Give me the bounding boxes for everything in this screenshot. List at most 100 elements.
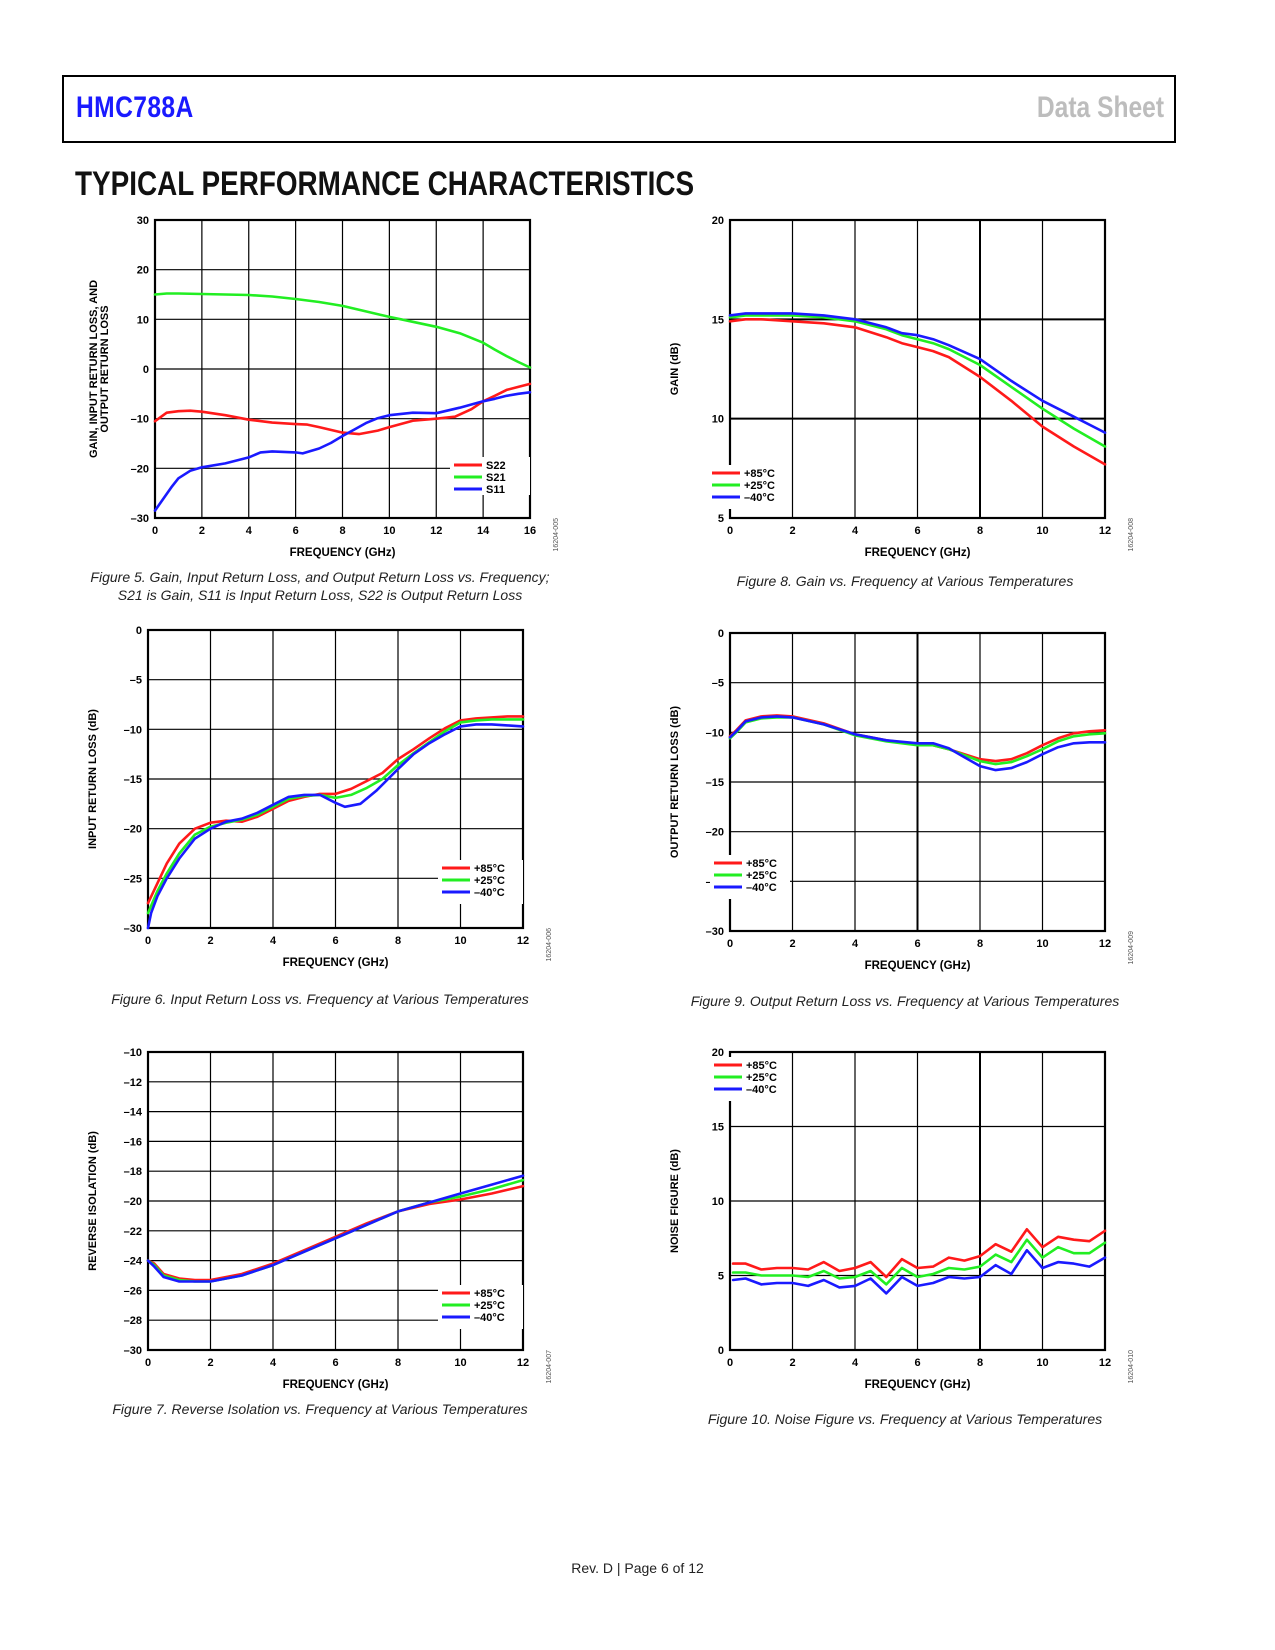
x-tick-label: 2 [207, 1357, 213, 1369]
y-tick-label: –5 [712, 678, 724, 690]
legend-label: +85°C [746, 1060, 777, 1072]
legend-label: +25°C [746, 870, 777, 882]
y-axis-label: OUTPUT RETURN LOSS [99, 305, 111, 432]
plot-area [146, 628, 525, 930]
chart-svg: 0–5–10–15–20–25–30024681012+85°C+25°C–40… [669, 628, 1135, 972]
legend-entries: +85°C+25°C–40°C [442, 863, 505, 899]
figure-caption: Figure 7. Reverse Isolation vs. Frequenc… [60, 1400, 580, 1418]
figure-tag: 16204-005 [553, 518, 560, 552]
x-tick-label: 2 [207, 935, 213, 947]
y-tick-label: –30 [131, 513, 149, 525]
series-line-40C [146, 723, 525, 930]
x-tick-label: 12 [430, 525, 442, 537]
series-line-40C [146, 1174, 525, 1283]
caption-line: Figure 9. Output Return Loss vs. Frequen… [690, 993, 1120, 1009]
legend-label: –40°C [474, 1312, 505, 1324]
x-tick-label: 4 [270, 935, 277, 947]
x-tick-label: 2 [789, 938, 795, 950]
x-tick-label: 8 [395, 1357, 401, 1369]
figure-6: 0 –5 –10 –15 –20 –25 –30 0 2 4 6 8 10 12 +85°C +25°C –40… [60, 620, 580, 1008]
y-tick-label: –26 [124, 1285, 142, 1297]
figure-8: 20 15 10 5 0 2 4 6 8 10 12 +85°C +25°C –40°C FREQUENCY… [645, 210, 1165, 595]
plot-frame [146, 1050, 525, 1352]
x-axis-label: FREQUENCY (GHz) [865, 1379, 971, 1391]
x-tick-label: 14 [477, 525, 490, 537]
series-line-25C [731, 1238, 1107, 1286]
y-tick-label: 0 [718, 628, 724, 640]
legend-label: +85°C [746, 858, 777, 870]
y-tick-label: 10 [712, 414, 724, 426]
y-axis-label: GAIN (dB) [669, 342, 681, 395]
caption-line: Figure 8. Gain vs. Frequency at Various … [736, 573, 1074, 589]
part-number[interactable]: HMC788A [76, 91, 194, 124]
series-line-25C [146, 718, 525, 915]
x-tick-label: 6 [914, 525, 920, 537]
series-line-S21 [153, 292, 532, 369]
x-tick-label: 8 [395, 935, 401, 947]
x-tick-label: 4 [270, 1357, 277, 1369]
caption-line: Figure 6. Input Return Loss vs. Frequenc… [111, 991, 529, 1007]
x-tick-label: 4 [852, 1357, 859, 1369]
y-tick-label: 0 [718, 1345, 724, 1357]
y-tick-label: 10 [712, 1196, 724, 1208]
y-tick-label: –10 [124, 724, 142, 736]
x-tick-label: 12 [517, 935, 529, 947]
legend-entries: +85°C+25°C–40°C [714, 1060, 777, 1096]
y-tick-label: 15 [712, 1122, 724, 1134]
section-title: TYPICAL PERFORMANCE CHARACTERISTICS [75, 165, 695, 203]
doc-type: Data Sheet [1036, 91, 1164, 124]
figure-10: 20 15 10 5 0 0 2 4 6 8 10 12 +85°C +25°C –40°C FREQUENC… [645, 1040, 1165, 1427]
y-tick-label: 10 [137, 314, 149, 326]
x-tick-label: 12 [1099, 525, 1111, 537]
caption-line: Figure 10. Noise Figure vs. Frequency at… [707, 1411, 1103, 1427]
x-tick-label: 6 [914, 1357, 920, 1369]
y-tick-label: –20 [706, 827, 724, 839]
chart-svg: 20 15 10 50 2 4 6 8 10 12 +85°C+25°C–40°C FREQUENCY… [669, 215, 1135, 559]
plot-frame [728, 1050, 1107, 1352]
y-tick-label: 20 [712, 1047, 724, 1059]
x-tick-label: 12 [1099, 938, 1111, 950]
x-tick-label: 0 [727, 525, 733, 537]
legend-label: S22 [486, 460, 506, 472]
x-tick-label: 2 [789, 525, 795, 537]
x-tick-label: 10 [1036, 525, 1048, 537]
y-tick-label: –22 [124, 1226, 142, 1238]
y-tick-label: –16 [124, 1136, 142, 1148]
x-tick-label: 16 [524, 525, 536, 537]
figure-caption: Figure 6. Input Return Loss vs. Frequenc… [60, 990, 580, 1008]
y-axis-label: REVERSE ISOLATION (dB) [87, 1131, 99, 1271]
legend-label: +85°C [744, 468, 775, 480]
plot-area [153, 218, 532, 520]
y-tick-label: –30 [706, 926, 724, 938]
page-footer: Rev. D | Page 6 of 12 [571, 1560, 704, 1576]
y-axis-label: OUTPUT RETURN LOSS (dB) [669, 706, 681, 858]
legend-label: S21 [486, 472, 506, 484]
y-tick-label: –24 [124, 1256, 143, 1268]
x-tick-label: 0 [727, 938, 733, 950]
y-tick-label: –18 [124, 1166, 142, 1178]
plot-area [728, 631, 1107, 933]
x-tick-label: 8 [977, 1357, 983, 1369]
x-axis-label: FREQUENCY (GHz) [283, 957, 389, 969]
plot-area [728, 1050, 1107, 1352]
y-tick-label: –10 [131, 414, 149, 426]
y-tick-label: –15 [124, 774, 142, 786]
y-tick-label: –14 [124, 1107, 143, 1119]
legend-label: +25°C [474, 1300, 505, 1312]
y-axis-label: INPUT RETURN LOSS (dB) [87, 709, 99, 849]
plot-area [146, 1050, 525, 1352]
y-tick-label: 5 [718, 1271, 724, 1283]
x-tick-label: 4 [852, 525, 859, 537]
y-tick-label: 0 [136, 625, 142, 637]
plot-frame [728, 218, 1107, 520]
y-axis-label: GAIN, INPUT RETURN LOSS, AND [88, 280, 100, 458]
x-tick-label: 6 [914, 938, 920, 950]
x-tick-label: 10 [383, 525, 395, 537]
figure-caption: Figure 9. Output Return Loss vs. Frequen… [645, 992, 1165, 1010]
y-tick-label: –30 [124, 923, 142, 935]
y-tick-label: –20 [124, 824, 142, 836]
legend-label: +85°C [474, 863, 505, 875]
figure-caption: Figure 5. Gain, Input Return Loss, and O… [60, 568, 580, 604]
